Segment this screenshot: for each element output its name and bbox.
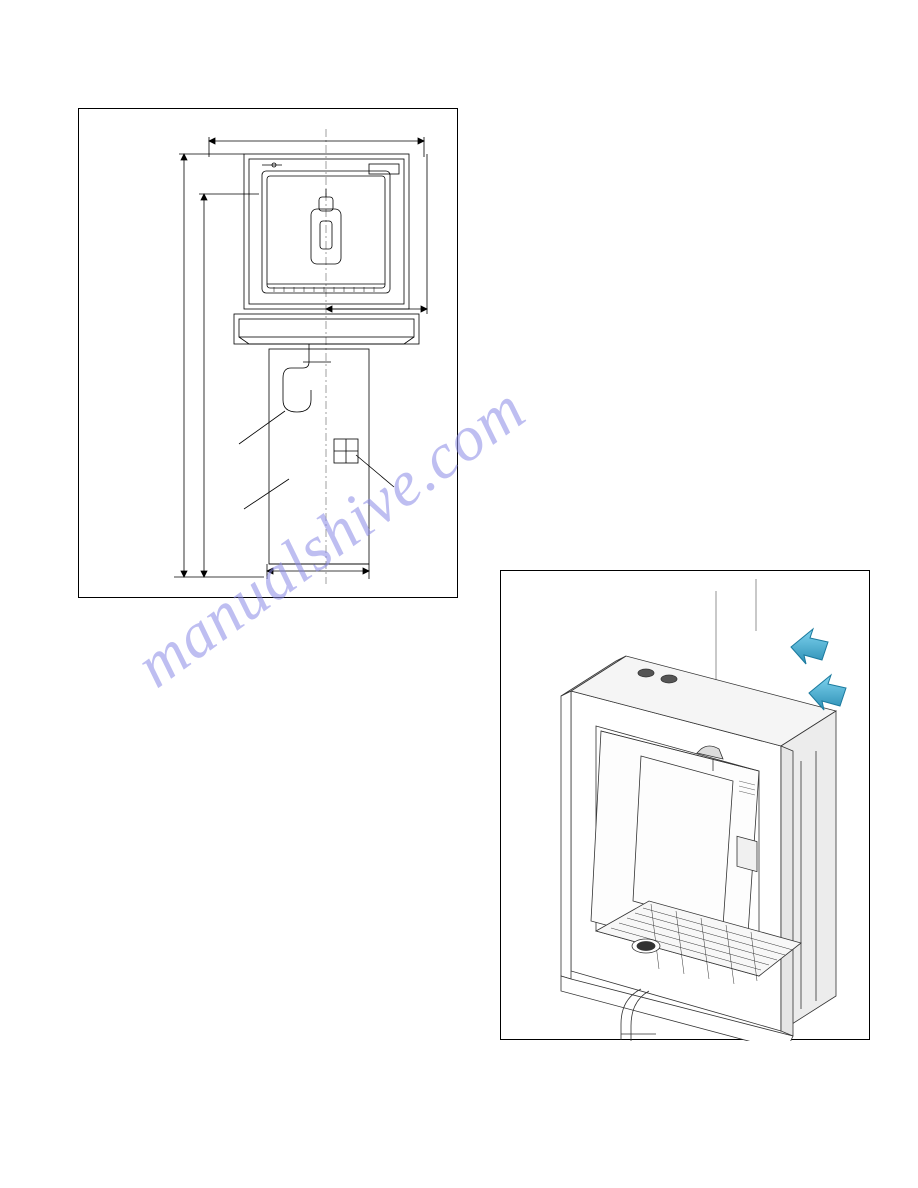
figure-1-box	[78, 108, 458, 598]
figure-2-svg	[501, 571, 871, 1041]
install-arrow-2	[809, 675, 846, 710]
install-arrow-1	[791, 629, 828, 664]
figure-2-box	[500, 570, 870, 1040]
figure-1-svg	[79, 109, 459, 599]
